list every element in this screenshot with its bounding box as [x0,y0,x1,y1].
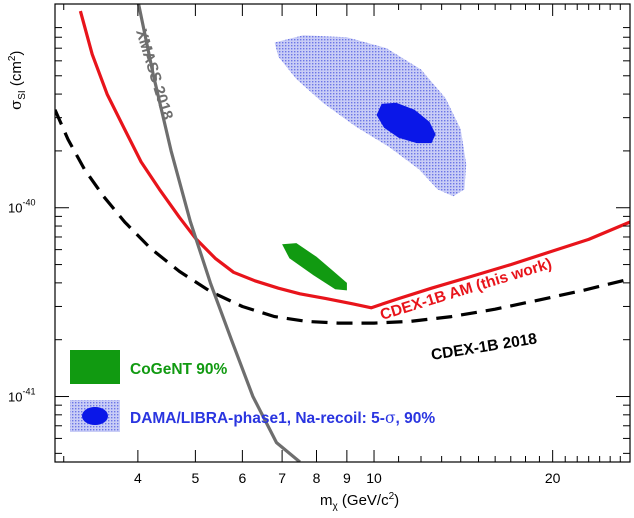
plot-frame [54,3,631,463]
x-tick-label: 9 [343,470,351,486]
x-tick-label: 5 [191,470,199,486]
x-tick-label: 10 [366,470,382,486]
legend: CoGeNT 90% DAMA/LIBRA-phase1, Na-recoil:… [70,350,435,432]
xmass-2018-curve [136,4,301,462]
cdex-2018-annotation: CDEX-1B 2018 [430,330,539,364]
region-cogent [282,243,347,291]
signal-regions [274,35,467,291]
legend-swatch-cogent [70,350,120,384]
legend-swatch-dama-inner [82,407,108,425]
sigma-symbol: σ [385,409,396,427]
y-axis-title: σSI (cm2) [7,51,28,110]
axis-ticks: 4 5 6 7 8 9 10 20 10-41 10-40 [8,4,631,486]
x-tick-label: 7 [278,470,286,486]
legend-label-cogent: CoGeNT 90% [130,361,228,378]
x-tick-label: 8 [313,470,321,486]
cdex-1b-am-curve [78,10,630,310]
cdex-1b-2018-curve [55,109,630,325]
y-tick-label: 10-40 [8,198,35,216]
y-tick-label: 10-41 [8,387,35,405]
x-tick-label: 20 [545,470,561,486]
xmass-annotation: XMASS 2018 [132,27,176,122]
x-tick-label: 4 [134,470,142,486]
region-dama-90 [376,102,436,144]
exclusion-curves [55,4,630,462]
region-dama-5sigma [274,35,467,197]
x-tick-label: 6 [238,470,246,486]
x-axis-title: mχ (GeV/c2) [320,491,399,512]
legend-label-dama: DAMA/LIBRA-phase1, Na-recoil: 5-σ, 90% [130,409,435,427]
